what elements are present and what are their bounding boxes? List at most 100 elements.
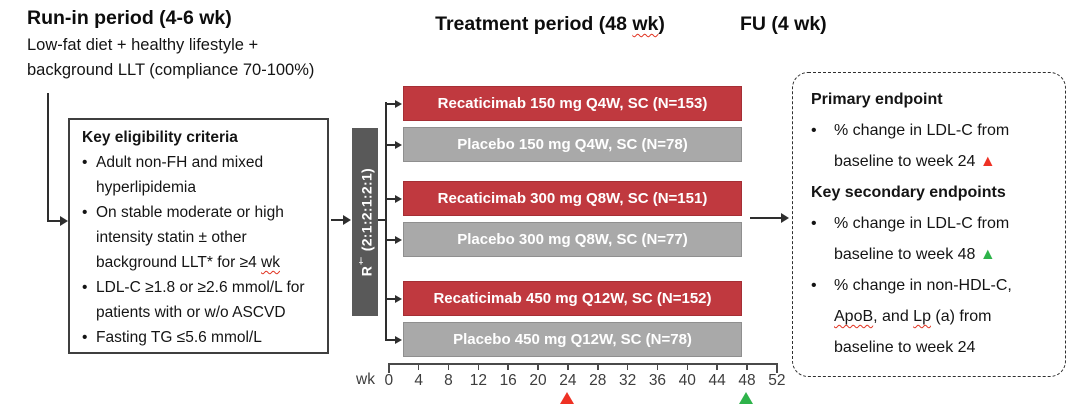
primary-endpoint-bullet: • % change in LDL-C from baseline to wee… [811,115,1053,177]
text-segment: % change in LDL-C from baseline to week … [834,215,1010,263]
arm-label: Placebo 150 mg Q4W, SC (N=78) [457,136,688,153]
eligibility-to-randomization-arrow-icon [343,215,351,225]
axis-tick: 48 [738,363,756,389]
axis-tick-label: 36 [648,372,667,389]
axis-tick-label: 32 [618,372,637,389]
secondary-endpoint-bullet: • % change in non-HDL-C, ApoB, and Lp (a… [811,270,1053,363]
runin-connector-hline [47,220,60,222]
axis-tick: 8 [444,363,453,389]
branch-arrow-icon [395,294,402,303]
runin-period-title: Run-in period (4-6 wk) [27,7,232,29]
eligibility-bullet: • Fasting TG ≤5.6 mmol/L [82,325,319,350]
axis-tick: 36 [649,363,666,389]
eligibility-title: Key eligibility criteria [82,129,238,146]
text-segment: % change in LDL-C from baseline to week … [834,122,1010,170]
bullet-icon: • [82,154,88,171]
text-segment: % change in non-HDL-C, [834,277,1012,294]
axis-tick-label: 8 [444,372,453,389]
branch-line [387,102,396,105]
text-segment: On stable moderate or high intensity sta… [96,204,284,271]
secondary-endpoints-title: Key secondary endpoints [811,184,1006,201]
branch-arrow-icon [395,194,402,203]
arm-bar-placebo-150: Placebo 150 mg Q4W, SC (N=78) [403,127,742,162]
text-segment: LDL-C ≥1.8 or ≥2.6 mmol/L for patients w… [96,279,305,321]
axis-tick-label: 24 [559,372,577,389]
followup-period-title: FU (4 wk) [740,13,827,35]
randomization-bar: R† (2:1:2:1:2:1) [352,128,378,316]
arms-to-endpoints-line [750,217,781,219]
text-segment: † [355,255,366,266]
bullet-icon: • [811,277,817,294]
bullet-icon: • [811,122,817,139]
arm-label: Recaticimab 300 mg Q8W, SC (N=151) [437,190,708,207]
arms-to-endpoints-arrow-icon [781,213,789,223]
axis-tick: 44 [709,363,726,389]
text-segment: , and [873,308,914,325]
axis-tick: 16 [500,363,517,389]
axis-tick: 28 [589,363,606,389]
arm-label: Placebo 300 mg Q8W, SC (N=77) [457,231,688,248]
arm-bar-placebo-300: Placebo 300 mg Q8W, SC (N=77) [403,222,742,257]
axis-unit-label: wk [356,371,375,388]
axis-tick-label: 48 [738,372,756,389]
spellcheck-flagged-text: wk [632,13,659,35]
branch-arrow-icon [395,235,402,244]
axis-tick-label: 20 [529,372,547,389]
green-triangle-icon: ▲ [979,246,996,263]
axis-tick-label: 12 [469,372,487,389]
axis-tick: 12 [470,363,487,389]
axis-tick: 4 [414,363,423,389]
bullet-icon: • [82,279,88,296]
eligibility-bullet: • Adult non-FH and mixed hyperlipidemia [82,150,319,200]
axis-tick-label: 0 [384,372,394,389]
eligibility-criteria-box: Key eligibility criteria • Adult non-FH … [68,118,329,354]
spellcheck-flagged-text: ApoB [834,308,874,325]
text-segment: ) [658,13,665,35]
axis-tick-label: 4 [414,372,423,389]
randomization-label: R† (2:1:2:1:2:1) [356,168,375,276]
arm-bar-recaticimab-300: Recaticimab 300 mg Q8W, SC (N=151) [403,181,742,216]
axis-tick: 20 [529,363,547,389]
axis-tick-label: 40 [678,372,696,389]
axis-tick: 0 [384,363,393,389]
branch-line [387,238,396,241]
text-segment: Treatment period (48 [435,13,633,35]
branch-arrow-icon [395,335,402,344]
arm-label: Recaticimab 150 mg Q4W, SC (N=153) [437,95,708,112]
axis-tick: 52 [768,363,785,389]
eligibility-to-randomization-line [331,219,343,221]
branch-line [387,297,396,300]
week-48-assessment-marker [739,392,754,404]
arm-bar-placebo-450: Placebo 450 mg Q12W, SC (N=78) [403,322,742,357]
axis-line [388,363,777,365]
treatment-period-title: Treatment period (48 wk) [400,13,700,36]
spellcheck-flagged-text: wk [261,254,280,271]
endpoints-box: Primary endpoint • % change in LDL-C fro… [792,72,1066,377]
arm-label: Recaticimab 450 mg Q12W, SC (N=152) [433,290,712,307]
branch-line [387,143,396,146]
arm-label: Placebo 450 mg Q12W, SC (N=78) [453,331,692,348]
text-segment: (2:1:2:1:2:1) [358,167,375,256]
branch-arrow-icon [395,99,402,108]
axis-tick-label: 44 [708,372,726,389]
arm-bar-recaticimab-450: Recaticimab 450 mg Q12W, SC (N=152) [403,281,742,316]
eligibility-bullet: • LDL-C ≥1.8 or ≥2.6 mmol/L for patients… [82,275,319,325]
spellcheck-flagged-text: Lp [913,308,931,325]
randomization-spine-connector [378,219,386,221]
branch-line [387,338,396,341]
bullet-icon: • [82,329,88,346]
arm-bar-recaticimab-150: Recaticimab 150 mg Q4W, SC (N=153) [403,86,742,121]
runin-arrow-icon [60,216,68,226]
text-segment: (a) from baseline to week 24 [834,308,992,356]
primary-endpoint-title: Primary endpoint [811,91,943,108]
bullet-icon: • [82,204,88,221]
axis-tick: 32 [619,363,636,389]
eligibility-bullet: • On stable moderate or high intensity s… [82,200,319,275]
axis-tick-label: 52 [768,372,786,389]
text-segment: Fasting TG ≤5.6 mmol/L [96,329,262,346]
runin-period-subtitle: Low-fat diet + healthy lifestyle + backg… [27,36,315,79]
text-segment: R [358,265,375,277]
branch-line [387,197,396,200]
axis-tick: 40 [679,363,696,389]
